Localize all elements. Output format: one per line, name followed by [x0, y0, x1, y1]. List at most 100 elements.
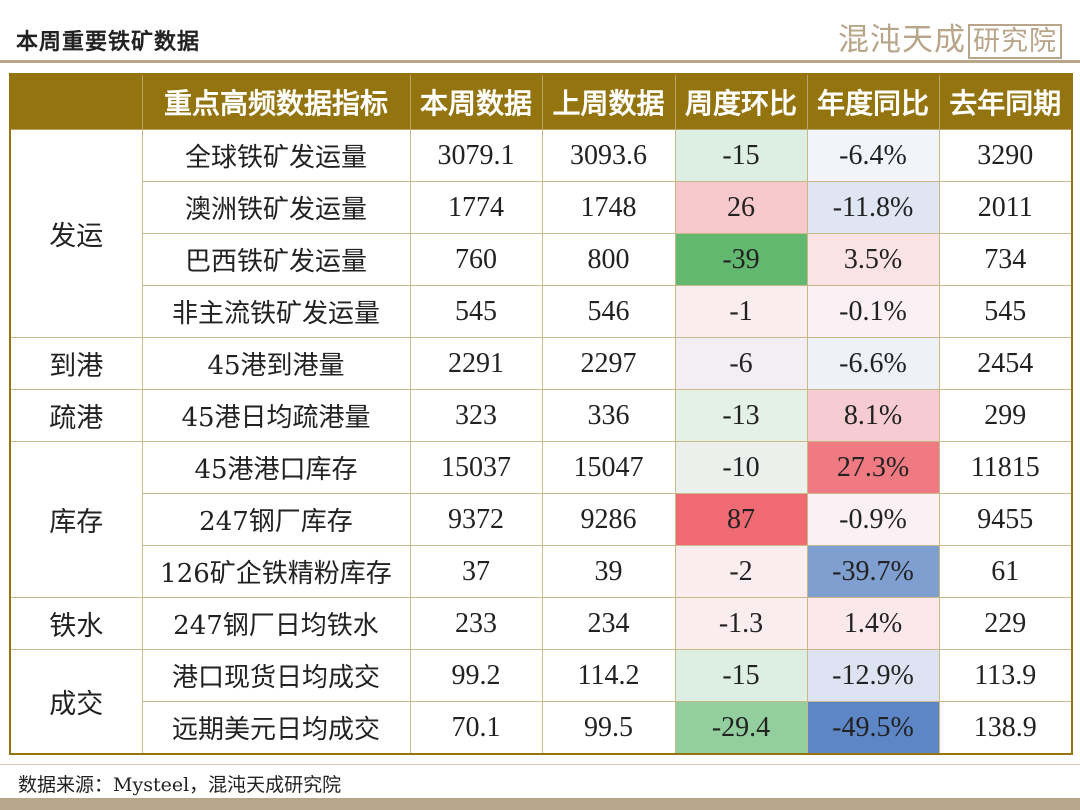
table-row: 成交 港口现货日均成交 99.2 114.2 -15 -12.9% 113.9 — [9, 649, 1073, 755]
header-divider — [0, 60, 1080, 63]
last-week-cell: 114.2 — [541, 649, 676, 702]
yoy-cell: 3.5% — [806, 233, 940, 286]
page-title: 本周重要铁矿数据 — [16, 29, 201, 55]
last-year-cell: 11815 — [938, 441, 1073, 494]
wow-cell: 87 — [674, 493, 808, 546]
this-week-cell: 1774 — [409, 181, 543, 234]
table-row: 澳洲铁矿发运量 1774 1748 26 -11.8% 2011 — [10, 181, 1073, 234]
yoy-cell: -11.8% — [806, 181, 940, 234]
last-week-cell: 9286 — [541, 493, 676, 546]
category-cell: 疏港 — [9, 389, 143, 442]
indicator-cell: 45港到港量 — [141, 337, 411, 390]
table-row: 247钢厂库存 9372 9286 87 -0.9% 9455 — [10, 493, 1073, 546]
table-row: 巴西铁矿发运量 760 800 -39 3.5% 734 — [10, 233, 1073, 286]
table-row: 库存 45港港口库存 15037 15047 -10 27.3% 11815 — [9, 441, 1073, 598]
indicator-cell: 247钢厂库存 — [141, 493, 411, 546]
yoy-cell: -6.6% — [806, 337, 940, 390]
yoy-cell: -39.7% — [806, 545, 940, 598]
last-year-cell: 113.9 — [938, 649, 1073, 702]
this-week-cell: 2291 — [409, 337, 543, 390]
this-week-cell: 37 — [409, 545, 543, 598]
this-week-cell: 99.2 — [409, 649, 543, 702]
bottom-bar — [0, 798, 1080, 810]
wow-cell: 26 — [674, 181, 808, 234]
last-week-cell: 234 — [541, 597, 676, 650]
table-body: 发运 全球铁矿发运量 3079.1 3093.6 -15 -6.4% 3290 澳洲铁矿发运量… — [9, 129, 1073, 755]
this-week-cell: 15037 — [409, 441, 543, 494]
wow-cell: -1 — [674, 285, 808, 338]
indicator-cell: 澳洲铁矿发运量 — [141, 181, 411, 234]
yoy-cell: 1.4% — [806, 597, 940, 650]
yoy-cell: -12.9% — [806, 649, 940, 702]
header-last-week: 上周数据 — [541, 73, 676, 130]
last-year-cell: 734 — [938, 233, 1073, 286]
indicator-cell: 非主流铁矿发运量 — [141, 285, 411, 338]
logo-text: 混沌天成 — [838, 22, 966, 58]
indicator-cell: 45港港口库存 — [141, 441, 411, 494]
table-row: 远期美元日均成交 70.1 99.5 -29.4 -49.5% 138.9 — [10, 701, 1073, 755]
wow-cell: -6 — [674, 337, 808, 390]
indicator-cell: 126矿企铁精粉库存 — [141, 545, 411, 598]
this-week-cell: 9372 — [409, 493, 543, 546]
footer-divider — [0, 764, 1080, 765]
this-week-cell: 3079.1 — [409, 129, 543, 182]
last-year-cell: 138.9 — [938, 701, 1073, 755]
this-week-cell: 70.1 — [409, 701, 543, 755]
last-week-cell: 1748 — [541, 181, 676, 234]
header-last-year: 去年同期 — [938, 73, 1073, 130]
yoy-cell: -0.9% — [806, 493, 940, 546]
wow-cell: -2 — [674, 545, 808, 598]
wow-cell: -10 — [674, 441, 808, 494]
table-row: 铁水 247钢厂日均铁水 233 234 -1.3 1.4% 229 — [9, 597, 1073, 650]
page-header: 本周重要铁矿数据 混沌天成 研究院 — [0, 0, 1080, 63]
this-week-cell: 545 — [409, 285, 543, 338]
wow-cell: -15 — [674, 129, 808, 182]
last-year-cell: 229 — [938, 597, 1073, 650]
logo-boxed-text: 研究院 — [968, 24, 1062, 59]
table-row: 126矿企铁精粉库存 37 39 -2 -39.7% 61 — [10, 545, 1073, 598]
table-row: 非主流铁矿发运量 545 546 -1 -0.1% 545 — [10, 285, 1073, 338]
wow-cell: -29.4 — [674, 701, 808, 755]
table-row: 发运 全球铁矿发运量 3079.1 3093.6 -15 -6.4% 3290 — [9, 129, 1073, 338]
header-indicator: 重点高频数据指标 — [141, 73, 411, 130]
indicator-cell: 巴西铁矿发运量 — [141, 233, 411, 286]
wow-cell: -15 — [674, 649, 808, 702]
yoy-cell: 27.3% — [806, 441, 940, 494]
last-year-cell: 2454 — [938, 337, 1073, 390]
table-header-row: 重点高频数据指标 本周数据 上周数据 周度环比 年度同比 去年同期 — [9, 73, 1073, 130]
last-year-cell: 2011 — [938, 181, 1073, 234]
brand-logo: 混沌天成 研究院 — [838, 14, 1062, 59]
wow-cell: -13 — [674, 389, 808, 442]
header-yoy: 年度同比 — [806, 73, 940, 130]
yoy-cell: -6.4% — [806, 129, 940, 182]
indicator-cell: 港口现货日均成交 — [141, 649, 411, 702]
category-cell: 铁水 — [9, 597, 143, 650]
category-cell: 发运 — [9, 129, 143, 338]
header-wow: 周度环比 — [674, 73, 808, 130]
last-year-cell: 3290 — [938, 129, 1073, 182]
last-week-cell: 546 — [541, 285, 676, 338]
source-note: 数据来源：Mysteel，混沌天成研究院 — [18, 774, 342, 796]
last-year-cell: 9455 — [938, 493, 1073, 546]
wow-cell: -1.3 — [674, 597, 808, 650]
yoy-cell: 8.1% — [806, 389, 940, 442]
table-row: 疏港 45港日均疏港量 323 336 -13 8.1% 299 — [9, 389, 1073, 442]
last-year-cell: 545 — [938, 285, 1073, 338]
category-cell: 成交 — [9, 649, 143, 755]
last-week-cell: 99.5 — [541, 701, 676, 755]
yoy-cell: -0.1% — [806, 285, 940, 338]
this-week-cell: 233 — [409, 597, 543, 650]
last-week-cell: 336 — [541, 389, 676, 442]
indicator-cell: 远期美元日均成交 — [141, 701, 411, 755]
wow-cell: -39 — [674, 233, 808, 286]
last-week-cell: 39 — [541, 545, 676, 598]
category-cell: 到港 — [9, 337, 143, 390]
header-category — [9, 73, 143, 130]
yoy-cell: -49.5% — [806, 701, 940, 755]
last-year-cell: 299 — [938, 389, 1073, 442]
category-cell: 库存 — [9, 441, 143, 598]
indicator-cell: 45港日均疏港量 — [141, 389, 411, 442]
last-week-cell: 2297 — [541, 337, 676, 390]
indicator-cell: 全球铁矿发运量 — [141, 129, 411, 182]
iron-ore-data-table: 重点高频数据指标 本周数据 上周数据 周度环比 年度同比 去年同期 发运 全球铁矿… — [9, 73, 1073, 755]
